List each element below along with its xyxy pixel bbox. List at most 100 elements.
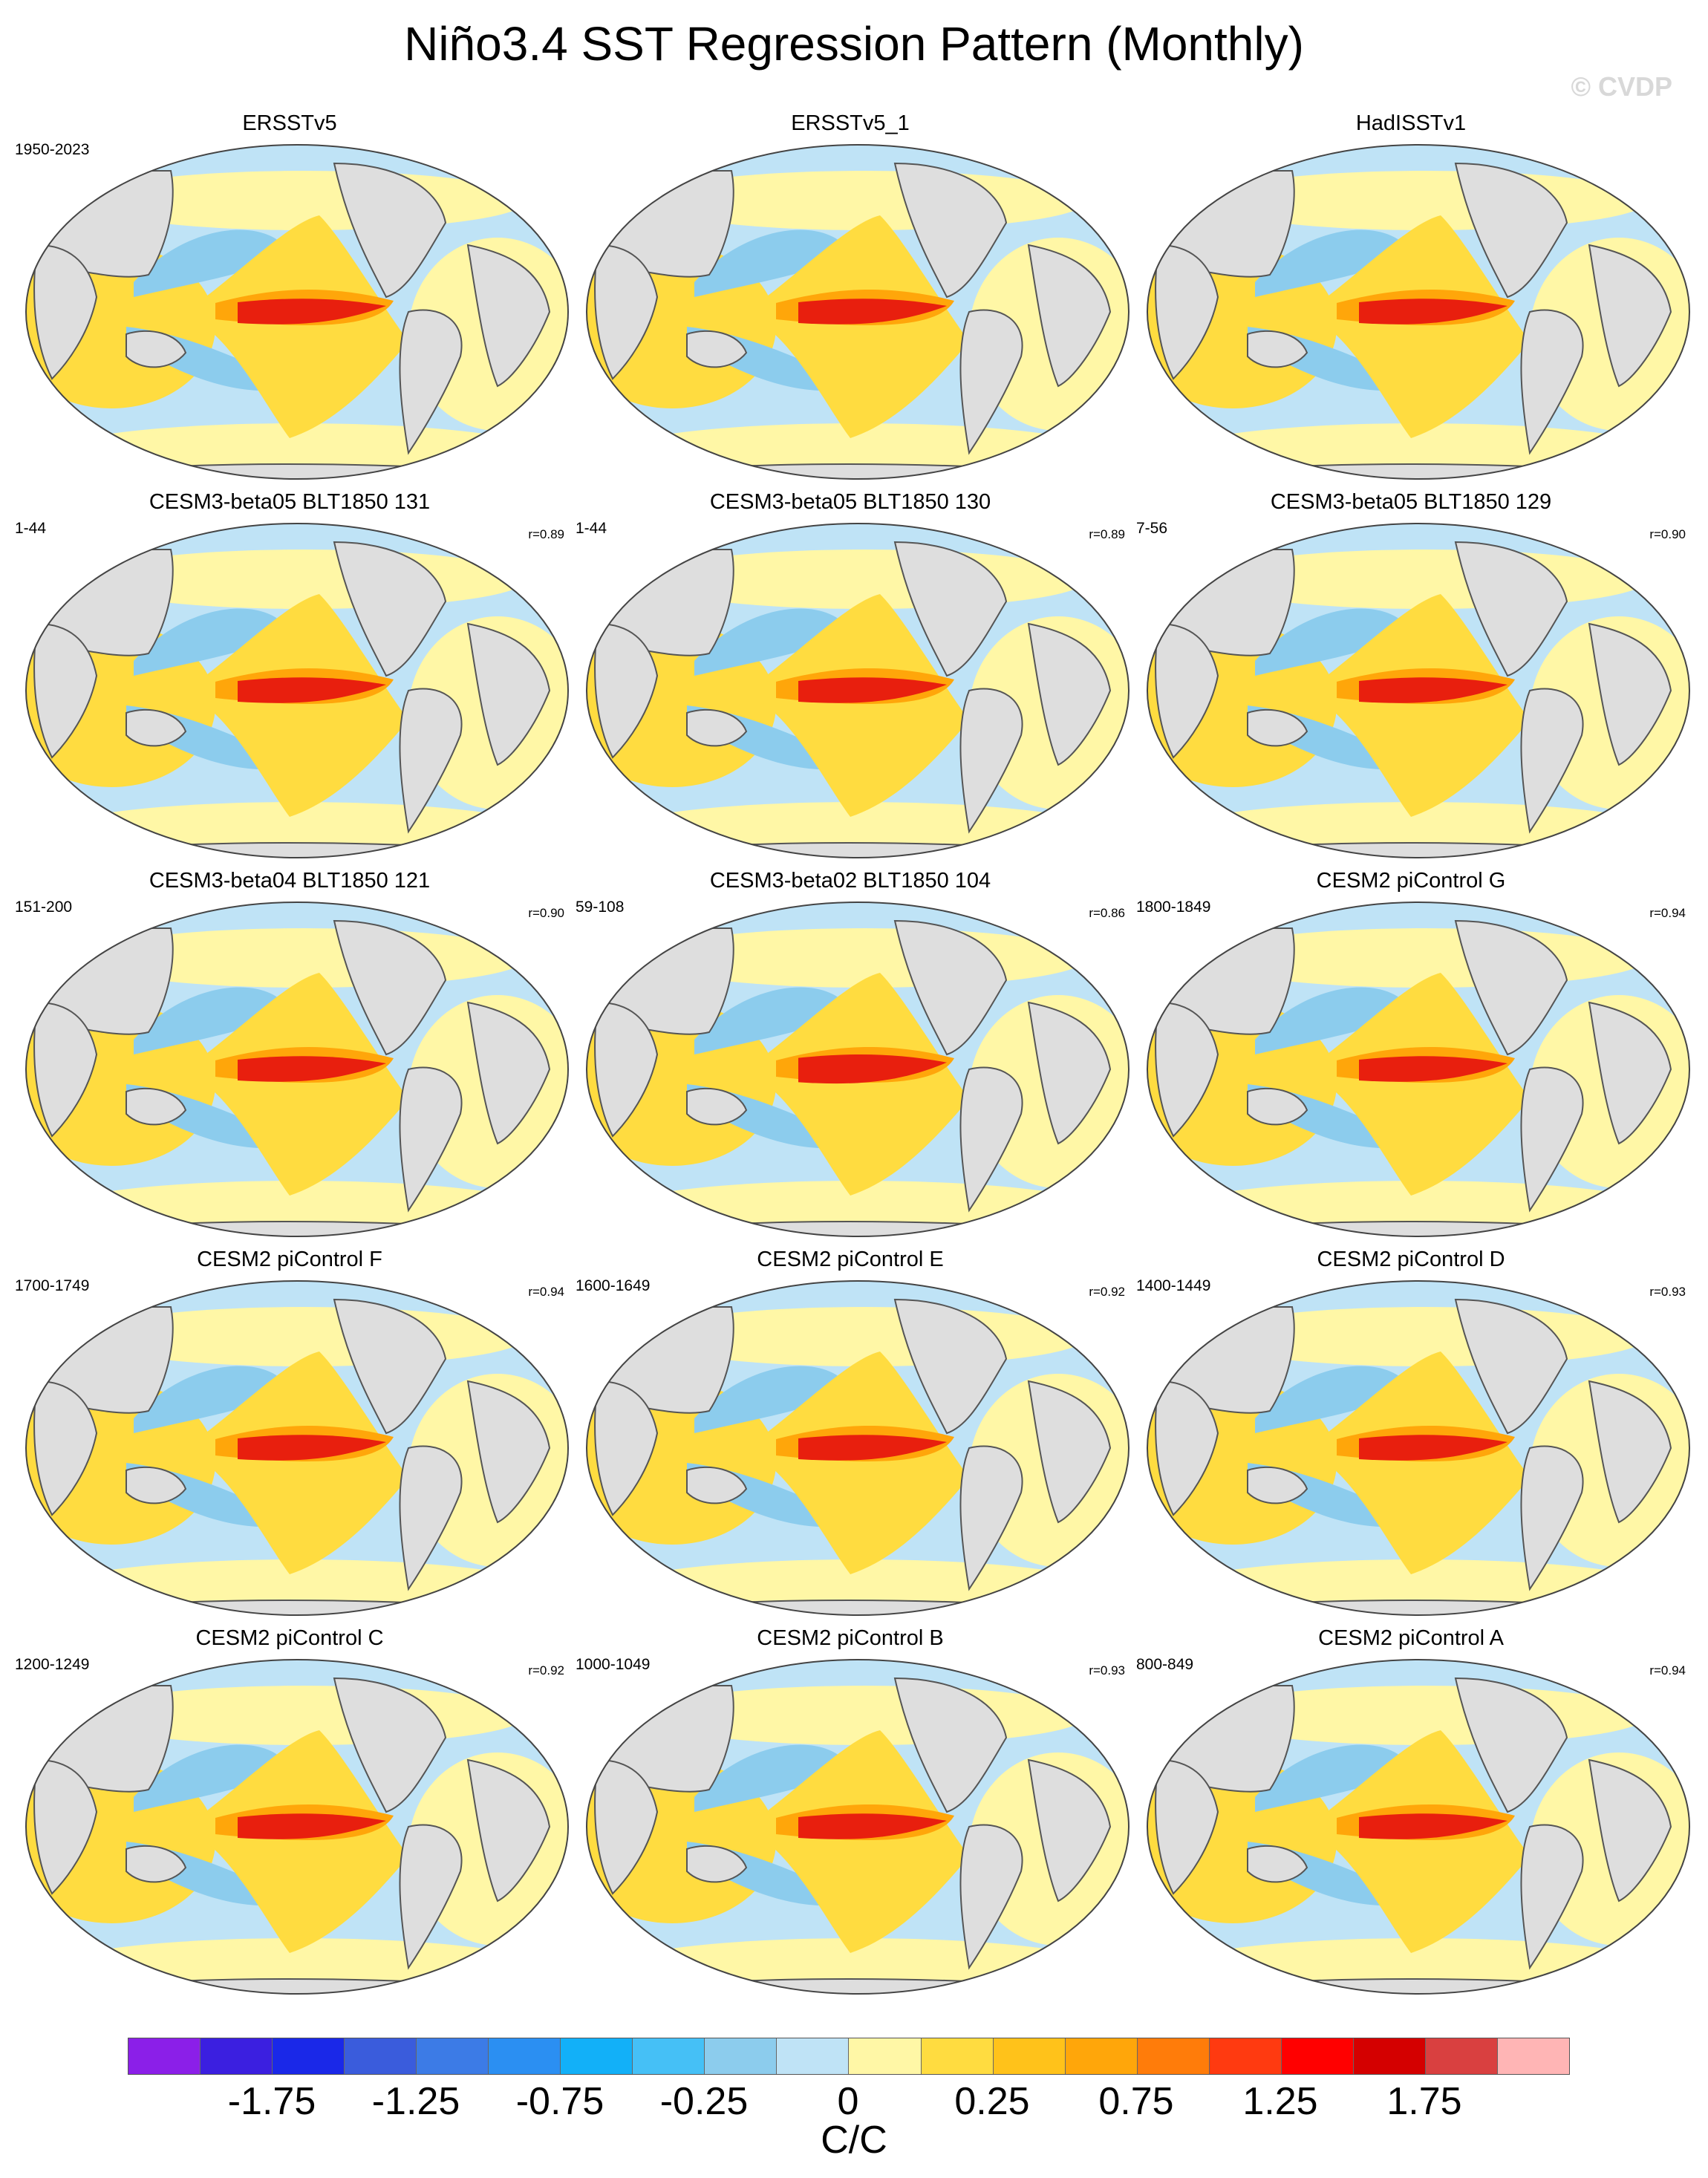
map-panel: CESM2 piControl E 1600-1649 r=0.92 bbox=[576, 1248, 1130, 1619]
panel-correlation: r=0.93 bbox=[1649, 1285, 1686, 1299]
colorbar-swatch bbox=[777, 2038, 850, 2074]
colorbar-swatch bbox=[993, 2038, 1066, 2074]
map-panel: CESM3-beta02 BLT1850 104 59-108 r=0.86 bbox=[576, 869, 1130, 1240]
watermark: © CVDP bbox=[1571, 71, 1672, 102]
panel-title: CESM2 piControl G bbox=[1316, 869, 1506, 893]
figure-title: Niño3.4 SST Regression Pattern (Monthly) bbox=[404, 17, 1304, 71]
panel-period: 1600-1649 bbox=[576, 1277, 651, 1294]
panel-period: 1-44 bbox=[576, 520, 607, 537]
regression-map bbox=[586, 1659, 1130, 1995]
panel-period: 7-56 bbox=[1136, 520, 1168, 537]
panel-period: 151-200 bbox=[15, 899, 73, 916]
colorbar-tick-label: 0.75 bbox=[1098, 2080, 1174, 2123]
colorbar-swatch bbox=[633, 2038, 705, 2074]
colorbar-swatch bbox=[1065, 2038, 1138, 2074]
panel-title: CESM3-beta05 BLT1850 130 bbox=[709, 490, 991, 514]
map-panel: CESM2 piControl C 1200-1249 r=0.92 bbox=[15, 1626, 569, 1998]
regression-map bbox=[25, 144, 569, 480]
colorbar-swatch bbox=[1137, 2038, 1210, 2074]
regression-map bbox=[25, 1659, 569, 1995]
panel-title: CESM3-beta05 BLT1850 131 bbox=[149, 490, 431, 514]
regression-map bbox=[1147, 901, 1690, 1237]
colorbar-tick-label: -1.25 bbox=[371, 2080, 460, 2123]
map-panel: CESM2 piControl G 1800-1849 r=0.94 bbox=[1136, 869, 1690, 1240]
panel-correlation: r=0.89 bbox=[528, 527, 564, 541]
panel-correlation: r=0.86 bbox=[1089, 906, 1125, 920]
regression-map bbox=[1147, 1659, 1690, 1995]
colorbar-swatch bbox=[1497, 2038, 1569, 2074]
colorbar-tick-label: -0.25 bbox=[659, 2080, 749, 2123]
panel-period: 1000-1049 bbox=[576, 1656, 651, 1673]
colorbar-swatch bbox=[128, 2038, 201, 2074]
colorbar-swatch bbox=[1425, 2038, 1498, 2074]
colorbar-tick-label: -0.75 bbox=[515, 2080, 604, 2123]
panel-title: HadISSTv1 bbox=[1355, 111, 1467, 135]
colorbar-tick-label: -1.75 bbox=[227, 2080, 316, 2123]
map-panel: CESM3-beta04 BLT1850 121 151-200 r=0.90 bbox=[15, 869, 569, 1240]
panel-period: 1800-1849 bbox=[1136, 899, 1211, 916]
colorbar-tick-label: 0.25 bbox=[954, 2080, 1030, 2123]
panel-title: CESM2 piControl F bbox=[197, 1248, 382, 1271]
map-panel: CESM2 piControl D 1400-1449 r=0.93 bbox=[1136, 1248, 1690, 1619]
regression-map bbox=[25, 901, 569, 1237]
panel-period: 1200-1249 bbox=[15, 1656, 90, 1673]
panel-period: 1950-2023 bbox=[15, 141, 90, 158]
panel-correlation: r=0.92 bbox=[1089, 1285, 1125, 1299]
colorbar-swatch bbox=[1281, 2038, 1354, 2074]
panel-title: ERSSTv5_1 bbox=[791, 111, 910, 135]
regression-map bbox=[586, 144, 1130, 480]
colorbar-swatch bbox=[345, 2038, 417, 2074]
colorbar-tick-label: 0 bbox=[837, 2080, 859, 2123]
map-panel: ERSSTv5_1 bbox=[576, 111, 1130, 483]
colorbar-swatch bbox=[921, 2038, 994, 2074]
panel-period: 1-44 bbox=[15, 520, 47, 537]
regression-map bbox=[25, 523, 569, 858]
panel-period: 800-849 bbox=[1136, 1656, 1194, 1673]
panel-correlation: r=0.90 bbox=[1649, 527, 1686, 541]
colorbar-swatch bbox=[561, 2038, 633, 2074]
panel-title: CESM3-beta04 BLT1850 121 bbox=[149, 869, 431, 893]
colorbar-tick-label: 1.75 bbox=[1386, 2080, 1462, 2123]
regression-map bbox=[586, 901, 1130, 1237]
map-panel: CESM3-beta05 BLT1850 130 1-44 r=0.89 bbox=[576, 490, 1130, 861]
map-panel: CESM2 piControl A 800-849 r=0.94 bbox=[1136, 1626, 1690, 1998]
panel-title: CESM3-beta05 BLT1850 129 bbox=[1270, 490, 1552, 514]
colorbar-swatch bbox=[1353, 2038, 1426, 2074]
panel-title: CESM2 piControl D bbox=[1317, 1248, 1505, 1271]
panel-correlation: r=0.94 bbox=[1649, 906, 1686, 920]
regression-map bbox=[586, 1280, 1130, 1616]
panel-period: 1400-1449 bbox=[1136, 1277, 1211, 1294]
colorbar-units: C/C bbox=[821, 2119, 887, 2162]
colorbar-swatch bbox=[273, 2038, 345, 2074]
map-panel: HadISSTv1 bbox=[1136, 111, 1690, 483]
panel-title: ERSSTv5 bbox=[242, 111, 337, 135]
panel-correlation: r=0.93 bbox=[1089, 1663, 1125, 1677]
map-panel: CESM2 piControl B 1000-1049 r=0.93 bbox=[576, 1626, 1130, 1998]
colorbar-swatch bbox=[1209, 2038, 1282, 2074]
panel-period: 59-108 bbox=[576, 899, 625, 916]
panel-correlation: r=0.90 bbox=[528, 906, 564, 920]
map-panel: CESM3-beta05 BLT1850 131 1-44 r=0.89 bbox=[15, 490, 569, 861]
colorbar-tick-label: 1.25 bbox=[1242, 2080, 1318, 2123]
panel-correlation: r=0.89 bbox=[1089, 527, 1125, 541]
panel-title: CESM2 piControl C bbox=[195, 1626, 384, 1650]
panel-period: 1700-1749 bbox=[15, 1277, 90, 1294]
regression-map bbox=[586, 523, 1130, 858]
map-panel: CESM2 piControl F 1700-1749 r=0.94 bbox=[15, 1248, 569, 1619]
colorbar bbox=[128, 2038, 1570, 2075]
panel-title: CESM2 piControl A bbox=[1318, 1626, 1504, 1650]
map-panel: ERSSTv5 1950-2023 bbox=[15, 111, 569, 483]
panel-title: CESM2 piControl B bbox=[757, 1626, 944, 1650]
panel-title: CESM3-beta02 BLT1850 104 bbox=[709, 869, 991, 893]
regression-map bbox=[1147, 523, 1690, 858]
colorbar-swatch bbox=[705, 2038, 778, 2074]
colorbar-swatch bbox=[849, 2038, 922, 2074]
regression-map bbox=[1147, 1280, 1690, 1616]
map-panel: CESM3-beta05 BLT1850 129 7-56 r=0.90 bbox=[1136, 490, 1690, 861]
colorbar-swatch bbox=[489, 2038, 561, 2074]
colorbar-swatch bbox=[201, 2038, 273, 2074]
colorbar-swatch bbox=[417, 2038, 489, 2074]
panel-correlation: r=0.94 bbox=[1649, 1663, 1686, 1677]
regression-map bbox=[1147, 144, 1690, 480]
panel-correlation: r=0.94 bbox=[528, 1285, 564, 1299]
